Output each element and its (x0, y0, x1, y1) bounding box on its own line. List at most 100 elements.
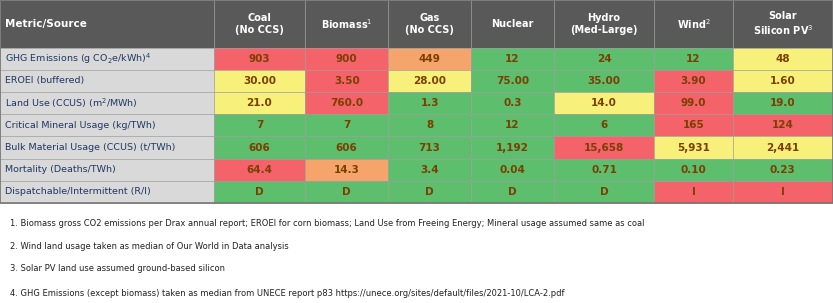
Text: 75.00: 75.00 (496, 76, 529, 86)
Bar (305, 0, 388, 48)
Bar (388, 159, 471, 181)
Bar (305, 92, 388, 114)
Text: 35.00: 35.00 (587, 76, 621, 86)
Text: 1.3: 1.3 (421, 98, 439, 108)
Bar (654, 181, 733, 203)
Text: 4. GHG Emissions (except biomass) taken as median from UNECE report p83 https://: 4. GHG Emissions (except biomass) taken … (10, 288, 565, 298)
Bar (733, 181, 833, 203)
Text: Hydro
(Med-Large): Hydro (Med-Large) (571, 13, 638, 35)
Text: D: D (600, 187, 608, 197)
Text: 19.0: 19.0 (770, 98, 796, 108)
Text: 12: 12 (686, 54, 701, 64)
Text: EROEI (buffered): EROEI (buffered) (5, 76, 84, 85)
Bar (0, 70, 214, 92)
Text: 48: 48 (776, 54, 791, 64)
Bar (0, 136, 214, 159)
Text: 28.00: 28.00 (413, 76, 446, 86)
Bar (0, 92, 214, 114)
Text: 0.04: 0.04 (500, 165, 526, 175)
Bar (554, 92, 654, 114)
Text: 165: 165 (682, 120, 705, 130)
Bar (733, 92, 833, 114)
Text: 5,931: 5,931 (677, 142, 710, 152)
Text: 6: 6 (601, 120, 607, 130)
Bar (305, 136, 388, 159)
Text: 1,192: 1,192 (496, 142, 529, 152)
Bar (388, 70, 471, 92)
Text: 15,658: 15,658 (584, 142, 624, 152)
Bar (471, 70, 554, 92)
Bar (214, 92, 305, 114)
Text: 900: 900 (336, 54, 357, 64)
Bar (654, 0, 733, 48)
Bar (388, 181, 471, 203)
Text: 2,441: 2,441 (766, 142, 800, 152)
Text: 1. Biomass gross CO2 emissions per Drax annual report; EROEI for corn biomass; L: 1. Biomass gross CO2 emissions per Drax … (10, 218, 645, 228)
Text: 64.4: 64.4 (247, 165, 272, 175)
Text: 24: 24 (596, 54, 611, 64)
Bar (554, 136, 654, 159)
Bar (554, 48, 654, 70)
Text: Mortality (Deaths/TWh): Mortality (Deaths/TWh) (5, 165, 116, 174)
Text: 14.3: 14.3 (334, 165, 360, 175)
Bar (733, 0, 833, 48)
Text: I: I (691, 187, 696, 197)
Bar (471, 92, 554, 114)
Text: 14.0: 14.0 (591, 98, 617, 108)
Bar (214, 181, 305, 203)
Bar (0, 114, 214, 136)
Text: 0.10: 0.10 (681, 165, 706, 175)
Text: GHG Emissions (g CO$_2$e/kWh)$^4$: GHG Emissions (g CO$_2$e/kWh)$^4$ (5, 52, 151, 66)
Bar (471, 159, 554, 181)
Text: 903: 903 (249, 54, 270, 64)
Text: Solar
Silicon PV$^3$: Solar Silicon PV$^3$ (753, 11, 813, 37)
Bar (554, 181, 654, 203)
Text: Land Use (CCUS) (m$^2$/MWh): Land Use (CCUS) (m$^2$/MWh) (5, 96, 138, 110)
Text: 12: 12 (505, 120, 520, 130)
Bar (733, 114, 833, 136)
Bar (733, 136, 833, 159)
Text: D: D (255, 187, 264, 197)
Bar (654, 92, 733, 114)
Text: 7: 7 (256, 120, 263, 130)
Text: Biomass$^1$: Biomass$^1$ (321, 17, 372, 31)
Text: 3.90: 3.90 (681, 76, 706, 86)
Bar (554, 70, 654, 92)
Text: 0.3: 0.3 (503, 98, 521, 108)
Bar (388, 92, 471, 114)
Text: 3.50: 3.50 (334, 76, 360, 86)
Bar (471, 0, 554, 48)
Bar (214, 159, 305, 181)
Text: 30.00: 30.00 (243, 76, 276, 86)
Text: Critical Mineral Usage (kg/TWh): Critical Mineral Usage (kg/TWh) (5, 121, 156, 130)
Bar (214, 114, 305, 136)
Text: Dispatchable/Intermittent (R/I): Dispatchable/Intermittent (R/I) (5, 188, 151, 196)
Text: Wind$^2$: Wind$^2$ (676, 17, 711, 31)
Text: 0.71: 0.71 (591, 165, 617, 175)
Bar (305, 114, 388, 136)
Text: Bulk Material Usage (CCUS) (t/TWh): Bulk Material Usage (CCUS) (t/TWh) (5, 143, 176, 152)
Bar (388, 136, 471, 159)
Bar (471, 114, 554, 136)
Bar (305, 70, 388, 92)
Bar (214, 136, 305, 159)
Text: D: D (342, 187, 351, 197)
Bar (0, 181, 214, 203)
Text: 12: 12 (505, 54, 520, 64)
Text: 606: 606 (336, 142, 357, 152)
Bar (388, 48, 471, 70)
Bar (471, 136, 554, 159)
Text: 3.4: 3.4 (421, 165, 439, 175)
Bar (305, 181, 388, 203)
Bar (471, 48, 554, 70)
Bar (733, 159, 833, 181)
Text: 21.0: 21.0 (247, 98, 272, 108)
Text: D: D (426, 187, 434, 197)
Text: Coal
(No CCS): Coal (No CCS) (235, 13, 284, 35)
Bar (214, 0, 305, 48)
Text: Nuclear: Nuclear (491, 19, 534, 29)
Bar (0, 0, 214, 48)
Bar (654, 70, 733, 92)
Bar (305, 159, 388, 181)
Text: 1.60: 1.60 (770, 76, 796, 86)
